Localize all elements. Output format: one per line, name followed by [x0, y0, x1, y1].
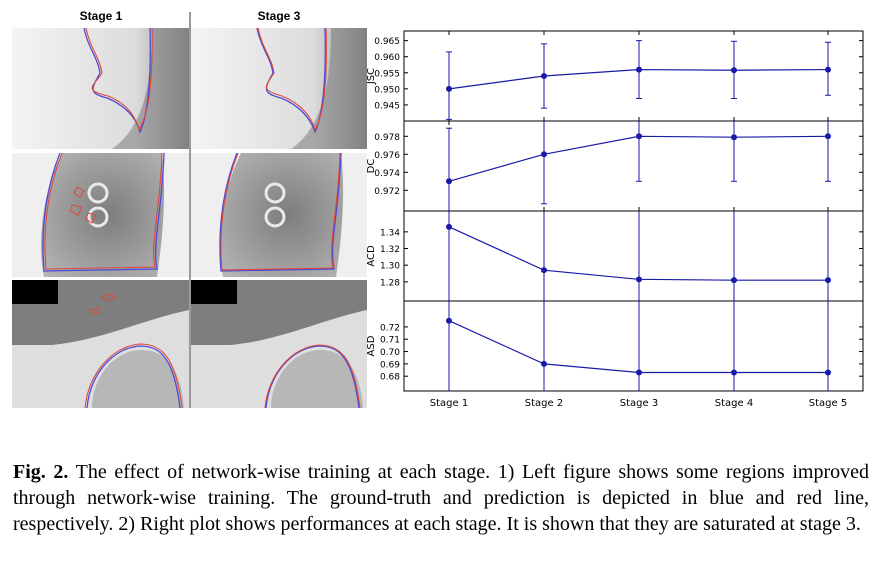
figure-caption: Fig. 2. The effect of network-wise train…	[13, 459, 869, 537]
jsc-data-point	[825, 66, 831, 73]
asd-ytick-label: 0.68	[380, 373, 400, 383]
caption-text: The effect of network-wise training at e…	[13, 461, 869, 535]
xray-panel-row3-stage3	[191, 280, 367, 408]
dc-data-point	[446, 178, 452, 185]
jsc-data-point	[731, 67, 737, 74]
column-header-stage-3: Stage 3	[257, 9, 301, 23]
acd-panel-frame	[403, 210, 864, 302]
acd-ytick-label: 1.28	[380, 278, 400, 288]
x-tick-label: Stage 3	[620, 398, 658, 409]
dc-data-point	[731, 134, 737, 141]
acd-data-point	[825, 277, 831, 284]
xray-panel-row1-stage3	[191, 28, 367, 149]
jsc-data-point	[541, 73, 547, 79]
column-divider	[189, 12, 191, 408]
jsc-ytick-label: 0.945	[374, 101, 400, 111]
asd-panel-frame	[403, 300, 864, 392]
x-tick-label: Stage 5	[809, 398, 847, 409]
jsc-ytick-label: 0.965	[374, 37, 400, 47]
x-tick-label: Stage 2	[525, 398, 563, 409]
asd-data-point	[541, 360, 547, 367]
dc-ytick-label: 0.978	[374, 133, 400, 143]
asd-ytick-label: 0.70	[380, 348, 400, 358]
asd-data-point	[731, 369, 737, 376]
jsc-ytick-label: 0.950	[374, 85, 400, 95]
dc-ytick-label: 0.974	[374, 169, 400, 179]
asd-ytick-label: 0.69	[380, 360, 400, 370]
asd-ytick-label: 0.71	[380, 336, 400, 346]
acd-ytick-label: 1.30	[380, 262, 400, 272]
jsc-panel-frame	[403, 30, 864, 122]
dc-data-point	[541, 151, 547, 158]
stage-performance-chart: 0.965 0.960 0.955 0.950 0.945 JSC 0.978 0.976 0.…	[366, 30, 864, 409]
acd-ytick-label: 1.34	[380, 228, 400, 238]
x-tick-label: Stage 1	[430, 398, 468, 409]
jsc-ytick-label: 0.960	[374, 53, 400, 63]
xray-panel-row1-stage1	[12, 28, 189, 149]
column-header-stage-1: Stage 1	[79, 9, 123, 23]
jsc-data-point	[636, 66, 642, 73]
dc-ytick-label: 0.976	[374, 151, 400, 161]
acd-data-point	[731, 277, 737, 284]
dc-data-point	[825, 133, 831, 140]
xray-panel-row3-stage1	[12, 280, 189, 408]
xray-panel-row2-stage1	[12, 153, 189, 277]
acd-ytick-label: 1.32	[380, 245, 400, 255]
acd-data-point	[541, 267, 547, 274]
caption-label: Fig. 2.	[13, 461, 69, 483]
dc-data-point	[636, 133, 642, 140]
x-tick-label: Stage 4	[715, 398, 753, 409]
jsc-ytick-label: 0.955	[374, 69, 400, 79]
asd-axis-label: ASD	[366, 335, 377, 356]
dc-panel-frame	[403, 120, 864, 212]
asd-data-point	[825, 369, 831, 376]
jsc-data-point	[446, 85, 452, 92]
xray-panel-row2-stage3	[191, 153, 367, 277]
dc-axis-label: DC	[366, 159, 377, 174]
asd-data-point	[446, 317, 452, 324]
acd-data-point	[636, 276, 642, 283]
jsc-axis-label: JSC	[366, 68, 377, 85]
dc-ytick-label: 0.972	[374, 187, 400, 197]
acd-data-point	[446, 223, 452, 230]
asd-data-point	[636, 369, 642, 376]
asd-ytick-label: 0.72	[380, 323, 400, 333]
acd-axis-label: ACD	[366, 245, 377, 267]
